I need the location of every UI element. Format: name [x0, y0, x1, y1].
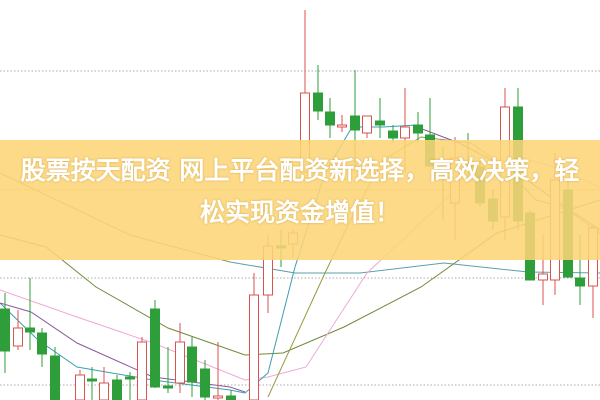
candle-body	[187, 346, 197, 383]
candle-body	[200, 368, 210, 398]
candle-body	[575, 277, 585, 287]
candle-down	[325, 98, 335, 138]
banner-headline: 股票按天配资 网上平台配资新选择，高效决策，轻 松实现资金增值！	[0, 150, 600, 234]
candle-down	[37, 328, 47, 367]
candle-up	[362, 115, 372, 138]
candle-body	[213, 395, 223, 399]
candle-body	[325, 111, 335, 126]
candle-body	[150, 308, 160, 388]
candle-body	[37, 332, 47, 355]
headline-line-2: 松实现资金增值！	[199, 198, 400, 227]
candle-down	[200, 360, 210, 400]
candle-body	[125, 376, 135, 380]
candle-down	[87, 367, 97, 400]
candle-body	[249, 294, 259, 400]
candle-body	[87, 378, 97, 382]
candle-down	[163, 347, 173, 393]
candle-up	[175, 323, 185, 393]
candle-body	[137, 341, 147, 400]
candle-body	[337, 124, 347, 128]
candle-down	[112, 375, 122, 400]
candle-body	[13, 327, 23, 347]
candle-up	[337, 115, 347, 132]
candle-down	[50, 347, 60, 400]
candle-body	[362, 115, 372, 134]
candle-body	[375, 120, 385, 126]
candle-down	[313, 65, 323, 120]
candle-body	[226, 395, 236, 400]
moving-average-line	[0, 302, 246, 393]
candle-up	[99, 367, 109, 400]
candle-down	[150, 300, 160, 388]
candle-up	[137, 337, 147, 400]
candle-down	[375, 98, 385, 138]
candle-down	[226, 390, 236, 400]
candle-body	[388, 130, 398, 139]
candle-body	[538, 273, 548, 281]
candle-body	[112, 379, 122, 400]
candle-up	[249, 273, 259, 400]
candle-up	[75, 370, 85, 400]
candle-body	[413, 124, 423, 134]
moving-average-line	[229, 261, 600, 274]
candle-body	[99, 382, 109, 400]
candle-body	[350, 115, 360, 131]
candle-body	[75, 374, 85, 400]
headline-line-1: 股票按天配资 网上平台配资新选择，高效决策，轻	[20, 156, 580, 185]
candle-down	[0, 293, 10, 373]
candle-body	[163, 385, 173, 389]
title-banner	[0, 140, 600, 260]
candle-down	[125, 372, 135, 400]
moving-average-line	[0, 199, 600, 356]
candle-down	[187, 337, 197, 397]
candle-down	[413, 112, 423, 143]
candle-body	[313, 92, 323, 112]
candle-up	[213, 342, 223, 400]
candle-body	[400, 126, 410, 139]
candle-body	[175, 341, 185, 384]
candle-down	[25, 278, 35, 350]
candle-up	[13, 310, 23, 350]
candle-body	[0, 308, 10, 352]
candle-body	[25, 327, 35, 333]
candle-body	[50, 355, 60, 400]
